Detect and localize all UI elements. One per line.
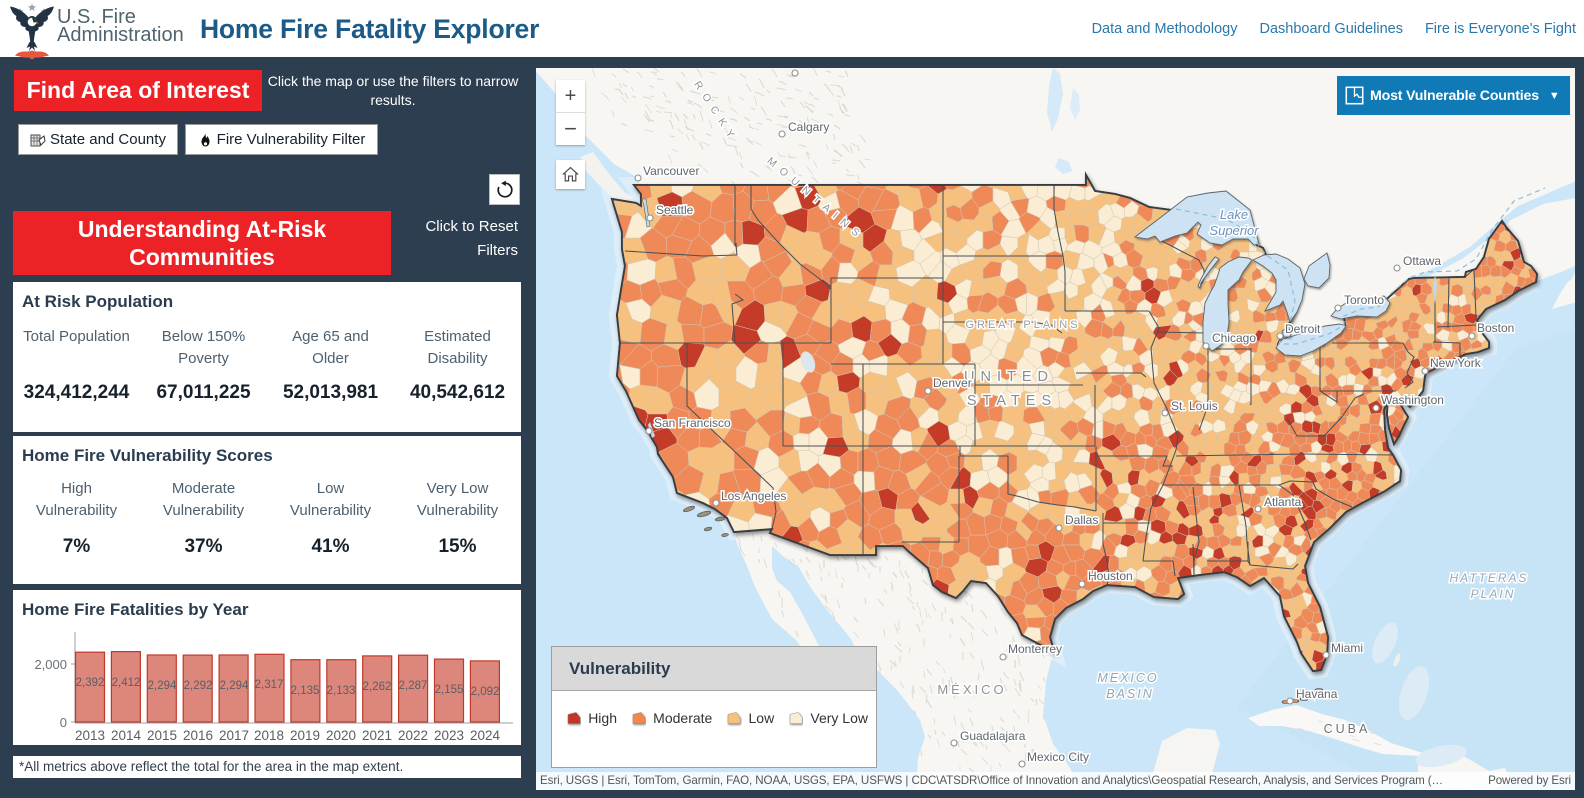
svg-text:2015: 2015 (147, 728, 177, 743)
svg-text:Boston: Boston (1477, 321, 1514, 335)
svg-text:2016: 2016 (183, 728, 213, 743)
svg-text:2,287: 2,287 (399, 680, 428, 692)
svg-text:Chicago: Chicago (1212, 331, 1256, 345)
svg-text:Seattle: Seattle (656, 203, 694, 217)
svg-text:2,317: 2,317 (255, 679, 284, 691)
svg-text:Calgary: Calgary (788, 120, 829, 134)
svg-text:Atlanta: Atlanta (1264, 495, 1302, 509)
svg-text:2,392: 2,392 (76, 677, 105, 689)
svg-text:2,155: 2,155 (435, 684, 464, 696)
svg-text:Calgary: Calgary (788, 120, 829, 134)
svg-text:2014: 2014 (111, 728, 142, 743)
svg-text:Detroit: Detroit (1285, 322, 1321, 336)
svg-text:2,000: 2,000 (34, 657, 67, 672)
svg-text:HATTERAS: HATTERAS (1449, 571, 1528, 585)
svg-text:Los Angeles: Los Angeles (721, 489, 786, 503)
svg-text:STATES: STATES (967, 393, 1057, 409)
svg-text:Miami: Miami (1331, 641, 1363, 655)
svg-text:2023: 2023 (434, 728, 464, 743)
svg-text:Houston: Houston (1088, 569, 1133, 583)
svg-text:CUBA: CUBA (1324, 722, 1371, 736)
svg-text:Boston: Boston (1477, 321, 1514, 335)
svg-text:Lake: Lake (1220, 207, 1248, 222)
svg-text:Havana: Havana (1296, 687, 1338, 701)
svg-text:Guadalajara: Guadalajara (960, 729, 1026, 743)
svg-text:Mexico City: Mexico City (1027, 750, 1089, 764)
svg-text:MÉXICO: MÉXICO (937, 682, 1006, 697)
svg-text:MÉXICO: MÉXICO (937, 682, 1006, 697)
svg-text:2,133: 2,133 (327, 685, 356, 697)
svg-text:Toronto: Toronto (1344, 293, 1384, 307)
svg-text:St. Louis: St. Louis (1171, 399, 1218, 413)
svg-text:Atlanta: Atlanta (1264, 495, 1302, 509)
svg-text:Dallas: Dallas (1065, 513, 1098, 527)
svg-text:Washington: Washington (1381, 393, 1444, 407)
svg-text:GREAT PLAINS: GREAT PLAINS (965, 319, 1080, 331)
svg-text:San Francisco: San Francisco (654, 416, 731, 430)
svg-text:2,292: 2,292 (184, 680, 213, 692)
svg-text:Guadalajara: Guadalajara (960, 729, 1026, 743)
svg-text:New York: New York (1430, 356, 1482, 370)
svg-text:Superior: Superior (1209, 223, 1259, 238)
svg-text:2,294: 2,294 (148, 680, 177, 692)
svg-text:Havana: Havana (1296, 687, 1338, 701)
svg-text:Denver: Denver (933, 376, 972, 390)
svg-text:2019: 2019 (290, 728, 320, 743)
svg-text:2,135: 2,135 (291, 685, 320, 697)
svg-text:PLAIN: PLAIN (1471, 587, 1516, 601)
svg-text:Monterrey: Monterrey (1008, 642, 1062, 656)
svg-text:Vancouver: Vancouver (643, 164, 699, 178)
svg-text:New York: New York (1430, 356, 1482, 370)
svg-text:BASIN: BASIN (1106, 687, 1154, 701)
svg-text:Mexico City: Mexico City (1027, 750, 1089, 764)
svg-text:Ottawa: Ottawa (1403, 254, 1441, 268)
svg-text:MEXICO: MEXICO (1097, 671, 1158, 685)
svg-text:2017: 2017 (219, 728, 249, 743)
svg-text:2021: 2021 (362, 728, 392, 743)
svg-text:2018: 2018 (254, 728, 284, 743)
svg-text:Chicago: Chicago (1212, 331, 1256, 345)
svg-text:UNITED: UNITED (964, 369, 1054, 385)
svg-text:Detroit: Detroit (1285, 322, 1321, 336)
svg-text:San Francisco: San Francisco (654, 416, 731, 430)
svg-text:Lake: Lake (1220, 207, 1248, 222)
svg-text:Vancouver: Vancouver (643, 164, 699, 178)
svg-text:Toronto: Toronto (1344, 293, 1384, 307)
svg-text:2024: 2024 (470, 728, 501, 743)
svg-text:STATES: STATES (967, 393, 1057, 409)
svg-text:2,092: 2,092 (471, 686, 500, 698)
svg-text:HATTERAS: HATTERAS (1449, 571, 1528, 585)
svg-text:GREAT PLAINS: GREAT PLAINS (965, 319, 1080, 331)
svg-text:Washington: Washington (1381, 393, 1444, 407)
svg-text:2022: 2022 (398, 728, 428, 743)
svg-text:0: 0 (60, 715, 67, 730)
svg-text:2,262: 2,262 (363, 681, 392, 693)
svg-text:2,294: 2,294 (220, 680, 249, 692)
svg-text:UNITED: UNITED (964, 369, 1054, 385)
svg-text:Houston: Houston (1088, 569, 1133, 583)
svg-text:2,412: 2,412 (112, 677, 141, 689)
svg-text:Monterrey: Monterrey (1008, 642, 1062, 656)
svg-text:Dallas: Dallas (1065, 513, 1098, 527)
svg-text:MEXICO: MEXICO (1097, 671, 1158, 685)
svg-text:CUBA: CUBA (1324, 722, 1371, 736)
svg-text:BASIN: BASIN (1106, 687, 1154, 701)
svg-text:St. Louis: St. Louis (1171, 399, 1218, 413)
svg-text:Seattle: Seattle (656, 203, 694, 217)
svg-text:Ottawa: Ottawa (1403, 254, 1441, 268)
svg-text:PLAIN: PLAIN (1471, 587, 1516, 601)
svg-text:2020: 2020 (326, 728, 356, 743)
svg-text:Los Angeles: Los Angeles (721, 489, 786, 503)
svg-text:Miami: Miami (1331, 641, 1363, 655)
svg-text:Denver: Denver (933, 376, 972, 390)
svg-text:2013: 2013 (75, 728, 105, 743)
svg-text:Superior: Superior (1209, 223, 1259, 238)
